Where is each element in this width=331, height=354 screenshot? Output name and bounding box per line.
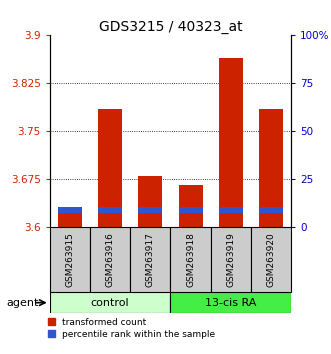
Bar	[211, 227, 251, 292]
Bar	[259, 207, 283, 212]
Bar	[98, 207, 122, 212]
Bar	[50, 292, 170, 313]
Text: GSM263920: GSM263920	[267, 232, 276, 287]
Bar	[50, 227, 90, 292]
Text: GSM263919: GSM263919	[226, 232, 235, 287]
Text: control: control	[91, 298, 129, 308]
Bar	[138, 176, 163, 227]
Text: GSM263917: GSM263917	[146, 232, 155, 287]
Legend: transformed count, percentile rank within the sample: transformed count, percentile rank withi…	[48, 318, 215, 338]
Bar	[219, 207, 243, 212]
Bar	[178, 207, 203, 212]
Text: GSM263916: GSM263916	[106, 232, 115, 287]
Bar	[170, 292, 291, 313]
Bar	[98, 109, 122, 227]
Text: GSM263918: GSM263918	[186, 232, 195, 287]
Bar	[138, 207, 163, 212]
Bar	[219, 58, 243, 227]
Text: 13-cis RA: 13-cis RA	[205, 298, 257, 308]
Bar	[58, 207, 82, 212]
Bar	[58, 212, 82, 227]
Bar	[178, 185, 203, 227]
Title: GDS3215 / 40323_at: GDS3215 / 40323_at	[99, 21, 242, 34]
Text: agent: agent	[7, 298, 39, 308]
Bar	[170, 227, 211, 292]
Bar	[251, 227, 291, 292]
Text: GSM263915: GSM263915	[65, 232, 74, 287]
Bar	[90, 227, 130, 292]
Bar	[130, 227, 170, 292]
Bar	[259, 109, 283, 227]
